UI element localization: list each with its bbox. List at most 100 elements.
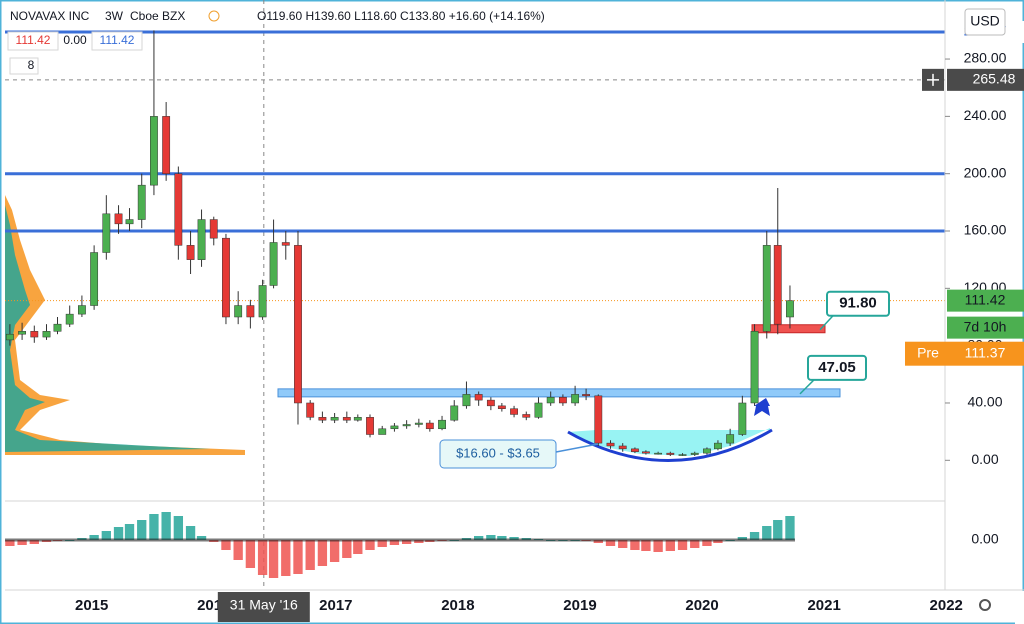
candle-body — [497, 405, 506, 409]
histogram-bar — [281, 540, 291, 576]
premarket-label: Pre — [917, 344, 939, 360]
histogram-bar — [497, 536, 507, 540]
candle-body — [281, 242, 290, 246]
histogram-bar — [630, 540, 640, 550]
histogram-bar — [486, 535, 496, 540]
candle-body — [30, 331, 39, 338]
histogram-bar — [293, 540, 303, 574]
crosshair-price: 265.48 — [973, 71, 1016, 87]
histogram-bar — [665, 540, 675, 551]
study-count: 8 — [28, 58, 35, 72]
histogram-bar — [641, 540, 651, 551]
input-box[interactable] — [91, 31, 143, 51]
candle-body — [137, 184, 146, 220]
histogram-bar — [89, 535, 99, 540]
x-tick-label: 2022 — [930, 597, 963, 614]
histogram-bar — [5, 540, 15, 546]
countdown: 7d 10h — [964, 318, 1007, 334]
premarket-box — [905, 341, 1024, 366]
x-tick-label: 2018 — [441, 597, 474, 614]
currency-button[interactable] — [964, 8, 1006, 36]
last-price: 111.42 — [965, 291, 1006, 307]
histogram-bar — [773, 520, 783, 540]
callout-pointer — [819, 315, 834, 331]
candle-body — [474, 394, 483, 401]
premarket-price: 111.37 — [965, 344, 1006, 360]
currency: USD — [970, 13, 1000, 29]
candle-body — [5, 333, 14, 341]
candle-body — [666, 452, 675, 455]
input-value: 111.42 — [16, 33, 51, 47]
crosshair-date: 31 May '16 — [230, 597, 298, 613]
histogram-bar — [149, 514, 159, 540]
candle-body — [703, 448, 711, 454]
histogram-bar — [690, 540, 700, 548]
candle-body — [258, 285, 267, 318]
candle-body — [330, 417, 339, 421]
cup-fill — [568, 428, 770, 456]
support-zone — [277, 388, 841, 398]
candle-body — [53, 323, 62, 332]
input-value: 111.42 — [100, 33, 135, 47]
histogram-bar — [702, 540, 712, 546]
candle-body — [750, 331, 759, 404]
candle-body — [209, 219, 218, 239]
candle-body — [726, 434, 735, 444]
histogram-bar — [785, 516, 795, 540]
histogram-bar — [618, 540, 628, 548]
histogram-bar — [389, 540, 400, 545]
candle-body — [390, 425, 399, 430]
candle-body — [18, 331, 27, 335]
candle-body — [594, 395, 603, 444]
histogram-bar — [317, 540, 328, 566]
candle-body — [631, 448, 639, 452]
histogram-bar — [377, 540, 387, 547]
y-tick-label: 200.00 — [964, 164, 1007, 180]
candle-body — [222, 237, 230, 318]
candle-body — [234, 305, 243, 318]
callout-text: 91.80 — [839, 295, 877, 312]
candle-body — [90, 252, 99, 306]
settings-icon[interactable] — [979, 599, 991, 611]
rocket-icon — [754, 398, 770, 416]
histogram-bar — [605, 540, 616, 546]
candle-body — [306, 402, 315, 418]
x-tick-label: 2021 — [807, 597, 840, 614]
candle-body — [114, 213, 123, 225]
candle-body — [462, 394, 471, 407]
crosshair-date-box — [217, 592, 310, 622]
candle-body — [366, 417, 374, 435]
candle-body — [558, 396, 567, 404]
histogram-bar — [221, 540, 231, 550]
candle-body — [618, 445, 627, 450]
input-box[interactable] — [7, 31, 59, 51]
candle-body — [174, 173, 183, 246]
histogram-bar — [353, 540, 363, 554]
candle-body — [318, 417, 327, 421]
histogram-bar — [677, 540, 688, 550]
x-tick-label: 2017 — [319, 597, 352, 614]
candle-body — [65, 313, 74, 325]
candle-body — [378, 428, 387, 435]
histogram-bar — [185, 526, 196, 540]
plus-icon — [927, 73, 939, 86]
y-tick-label: 240.00 — [964, 107, 1007, 123]
histogram-bar — [173, 516, 184, 540]
candle-body — [582, 394, 591, 397]
input-value: 0.00 — [63, 33, 87, 47]
histogram-bar — [137, 520, 147, 540]
histogram-bar — [101, 531, 111, 540]
candle-body — [534, 402, 543, 418]
note-box — [439, 439, 557, 469]
price-pane — [5, 0, 945, 500]
callout-box — [826, 290, 890, 317]
status-icon[interactable] — [208, 10, 220, 22]
y-tick-label: 280.00 — [964, 50, 1007, 66]
histogram-bar — [233, 540, 243, 560]
histogram-bar — [29, 540, 39, 544]
study-toggle[interactable] — [9, 57, 39, 75]
overlay: 0.000.0040.0080.00120.00160.00200.00240.… — [5, 21, 1024, 624]
histogram-bar — [653, 540, 663, 552]
callout-box — [807, 354, 867, 381]
